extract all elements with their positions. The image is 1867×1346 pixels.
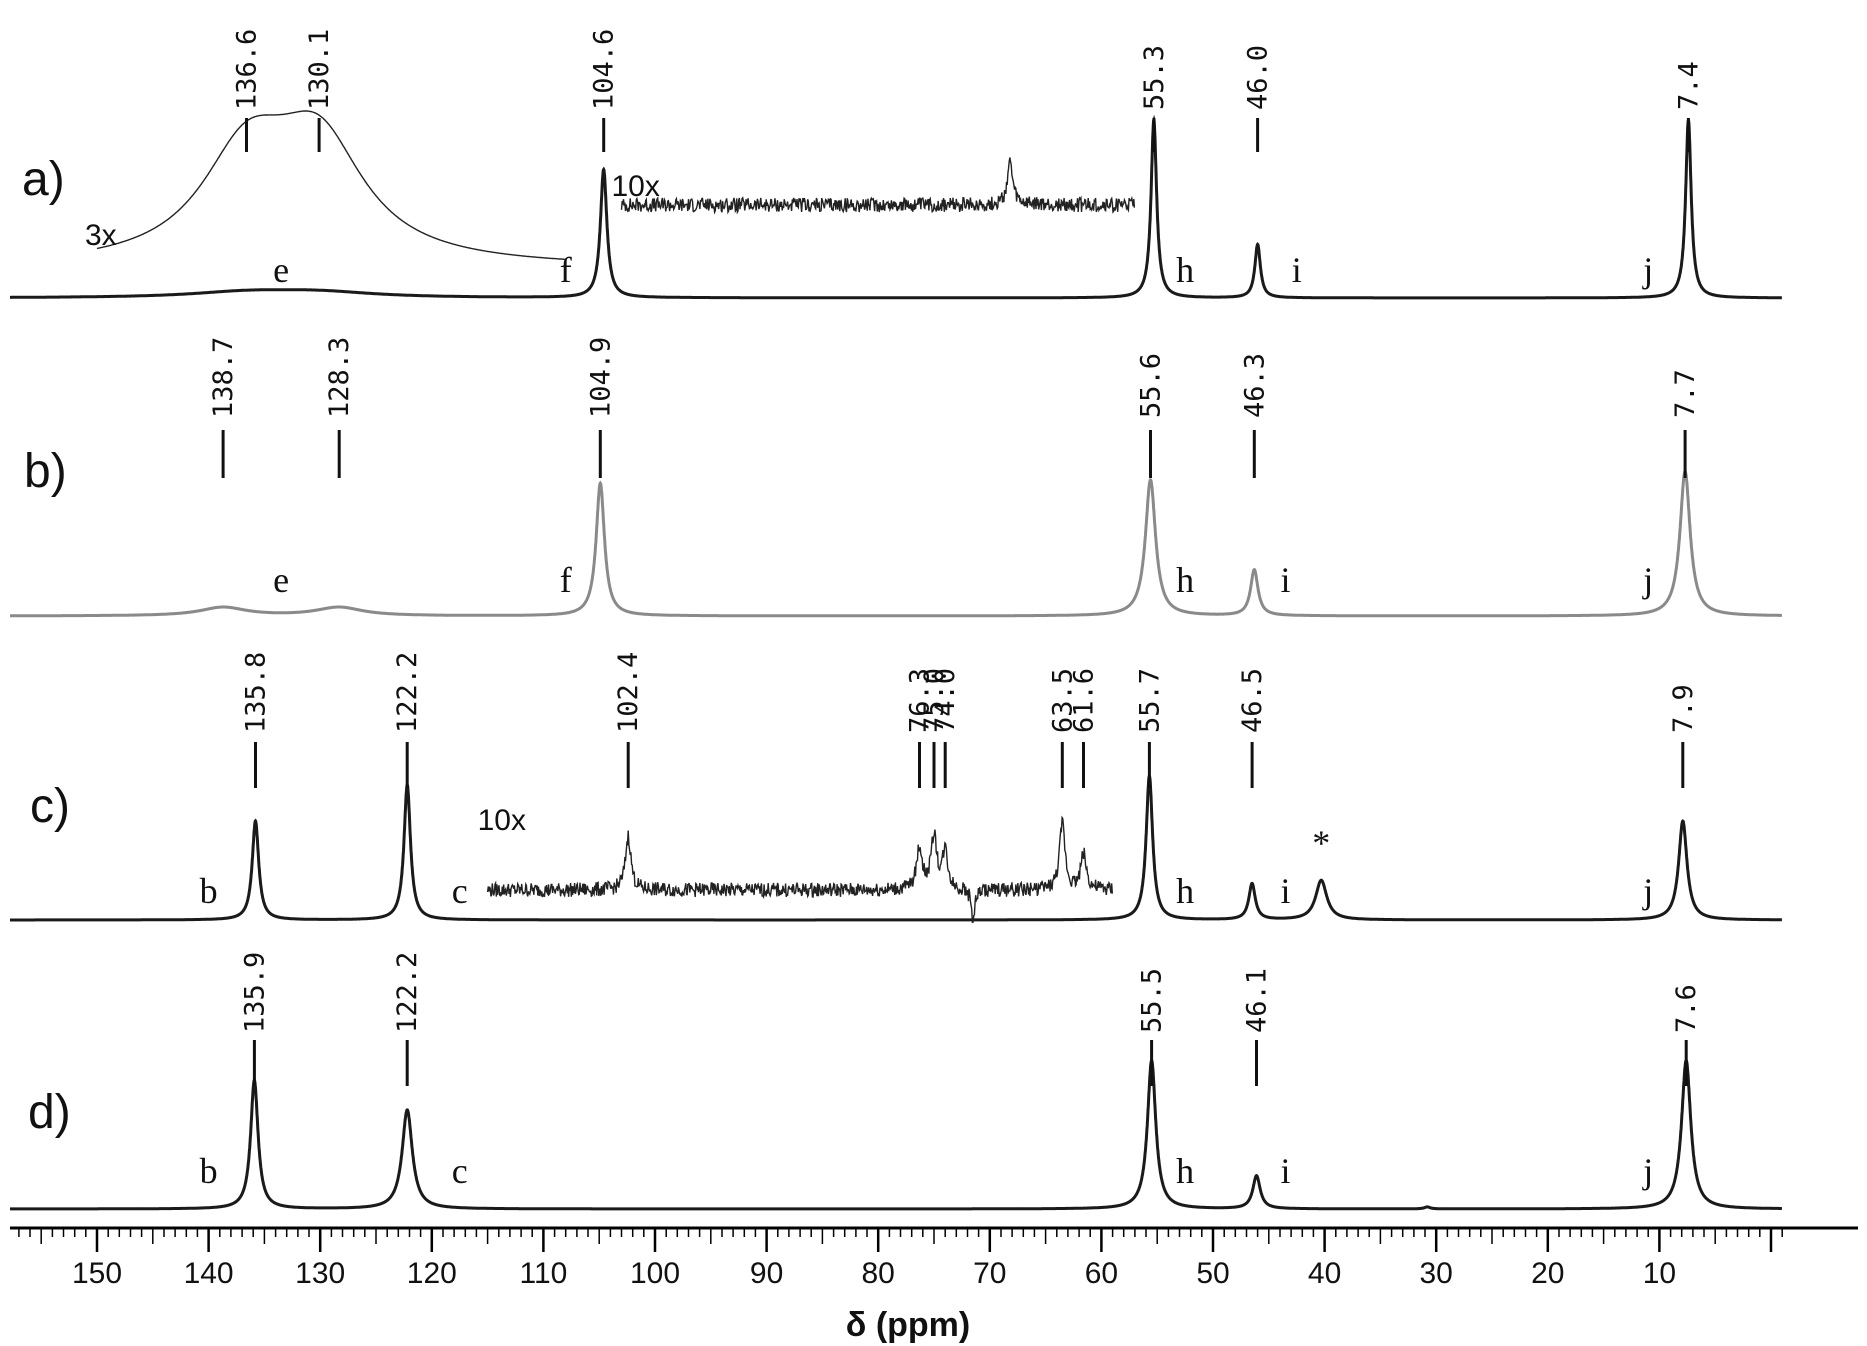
assignment-label: b [200, 1151, 218, 1191]
assignment-label: j [1641, 560, 1653, 600]
x-tick-label: 90 [750, 1257, 783, 1290]
assignment-label: f [560, 560, 572, 600]
x-tick-label: 80 [862, 1257, 895, 1290]
peak-label: 104.9 [585, 337, 616, 418]
assignment-label: i [1280, 1151, 1290, 1191]
spectrum-trace [10, 114, 1782, 300]
peak-label: 122.2 [392, 952, 423, 1033]
spectrum-trace [10, 469, 1782, 618]
spectrum-panel-3: 10x c) 135.8 122.2 102.4 76.375.074.0 63.561.6… [10, 652, 1782, 924]
spectrum-trace [10, 1057, 1782, 1211]
peak-label: 7.6 [1671, 984, 1702, 1033]
peak-label: 46.5 [1237, 668, 1268, 733]
peak-label: 61.6 [1069, 668, 1100, 733]
peak-label: 128.3 [324, 337, 355, 418]
peak-label: 138.7 [208, 337, 239, 418]
peak-label: 55.3 [1139, 45, 1170, 110]
inset-trace [96, 110, 566, 260]
assignment-label: i [1292, 250, 1302, 290]
peak-label: 76.3 [905, 668, 936, 733]
x-tick-label: 70 [973, 1257, 1006, 1290]
assignment-label: e [273, 250, 289, 290]
assignment-label: b [200, 871, 218, 911]
assignment-label: i [1280, 871, 1290, 911]
peak-label: 7.7 [1670, 369, 1701, 418]
inset-trace [620, 157, 1136, 215]
x-axis: 150 140 130 120 110 100 90 80 70 60 50 40 30 20 10 [10, 1226, 1858, 1290]
peak-label: 46.3 [1239, 353, 1270, 418]
assignment-label: h [1176, 1151, 1194, 1191]
x-tick-label: 30 [1420, 1257, 1453, 1290]
peak-label: 46.1 [1242, 968, 1273, 1033]
x-tick-label: 110 [519, 1257, 567, 1290]
assignment-label: h [1176, 560, 1194, 600]
x-tick-label: 60 [1085, 1257, 1118, 1290]
peak-label: 104.6 [589, 29, 620, 110]
x-axis-title: δ (ppm) [846, 1306, 970, 1344]
spectrum-panel-2: b) 138.7 128.3 104.9 55.6 46.3 7.7 e f h i j [10, 337, 1782, 618]
panel-label: a) [22, 153, 65, 206]
peak-label: 74.0 [930, 668, 961, 733]
panel-label: d) [28, 1086, 71, 1139]
peak-label: 46.0 [1243, 45, 1274, 110]
x-tick-label: 20 [1531, 1257, 1564, 1290]
peak-label: 7.9 [1668, 684, 1699, 733]
assignment-label: h [1176, 250, 1194, 290]
x-tick-label: 10 [1643, 1257, 1676, 1290]
assignment-label: h [1176, 871, 1194, 911]
peak-label: 7.4 [1673, 61, 1704, 110]
spectrum-panel-4: d) 135.9 122.2 55.5 46.1 7.6 b c h i j [10, 952, 1782, 1211]
peak-label: 55.5 [1137, 968, 1168, 1033]
spectrum-panel-1: 3x 10x a) 136.6 130.1 104.6 55.3 46.0 7.4 e f h i j [10, 29, 1782, 300]
panel-label: b) [24, 445, 67, 498]
peak-label: 136.6 [232, 29, 263, 110]
assignment-label: * [1312, 823, 1330, 863]
x-tick-label: 150 [72, 1257, 122, 1290]
peak-label: 63.5 [1047, 668, 1078, 733]
x-tick-label: 40 [1308, 1257, 1341, 1290]
peak-label: 102.4 [613, 652, 644, 733]
assignment-label: j [1641, 250, 1653, 290]
x-tick-label: 140 [184, 1257, 234, 1290]
peak-label: 55.6 [1136, 353, 1167, 418]
panel-label: c) [30, 780, 70, 833]
inset-scale-label: 3x [85, 219, 117, 252]
assignment-label: c [452, 1151, 468, 1191]
assignment-label: c [452, 871, 468, 911]
inset-scale-label: 10x [612, 170, 660, 203]
peak-label: 135.9 [239, 952, 270, 1033]
peak-label: 75.0 [919, 668, 950, 733]
peak-label: 122.2 [392, 652, 423, 733]
x-tick-label: 100 [630, 1257, 680, 1290]
peak-label: 135.8 [241, 652, 272, 733]
assignment-label: f [560, 250, 572, 290]
inset-scale-label: 10x [478, 804, 526, 837]
x-tick-label: 50 [1196, 1257, 1229, 1290]
assignment-label: j [1641, 1151, 1653, 1191]
x-tick-label: 130 [295, 1257, 345, 1290]
inset-trace [486, 815, 1113, 924]
assignment-label: i [1280, 560, 1290, 600]
assignment-label: j [1641, 871, 1653, 911]
x-tick-label: 120 [407, 1257, 457, 1290]
spectrum-trace [10, 772, 1782, 922]
peak-label: 130.1 [304, 29, 335, 110]
assignment-label: e [273, 560, 289, 600]
peak-label: 55.7 [1134, 668, 1165, 733]
